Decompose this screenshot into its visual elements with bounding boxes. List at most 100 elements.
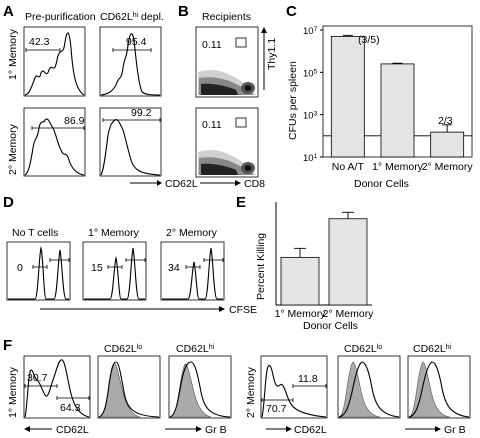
- panel-f-value-4a: 11.8: [298, 373, 318, 385]
- chart-c-bar: [380, 63, 415, 158]
- panel-a-row1-label: 1° Memory: [7, 28, 19, 80]
- chart-c-category-label: No A/T: [332, 161, 365, 173]
- panel-f-arrowhead-2: [196, 426, 202, 432]
- panel-f-trace-5: [338, 361, 400, 418]
- panel-f-arrowhead-3: [286, 426, 292, 432]
- panel-a-row2-label: 2° Memory: [7, 123, 19, 175]
- panel-f-trace-1: [24, 359, 90, 418]
- panel-letter-e: E: [236, 194, 246, 211]
- chart-e-category-label: 1° Memory: [275, 308, 327, 320]
- panel-d-trace-2: [84, 247, 145, 300]
- chart-c-ytick-label: 103: [303, 110, 318, 122]
- panel-a-hist-depl-2: [99, 107, 162, 177]
- panel-d-gates-1: [32, 258, 70, 269]
- chart-c-category-label: 1° Memory: [372, 161, 424, 173]
- panel-a-gate-3: [31, 126, 85, 130]
- panel-f-arrowhead-1: [24, 426, 30, 432]
- panel-f-value-1b: 64.3: [60, 402, 81, 414]
- panel-d-title-3: 2° Memory: [166, 227, 218, 239]
- panel-a-value-1: 42.3: [29, 36, 50, 48]
- chart-c-category-label: 2° Memory: [422, 161, 474, 173]
- panel-f-trace-3: [169, 361, 231, 418]
- chart-c-bar: [430, 131, 465, 158]
- panel-letter-f: F: [3, 337, 12, 354]
- panel-f-trace-2: [98, 361, 160, 418]
- panel-a-arrowhead: [157, 180, 162, 186]
- panel-b-dots-1: [198, 70, 256, 95]
- panel-f-gate-1a: [24, 384, 58, 388]
- panel-f-title-1: CD62Llo: [104, 343, 142, 355]
- panel-a-xlabel: CD62L: [165, 178, 198, 190]
- panel-d-value-1: 0: [17, 262, 23, 274]
- panel-a-hist-pre-2: [23, 107, 86, 177]
- panel-a-trace-2: [100, 33, 161, 96]
- panel-d-trace-1: [8, 245, 69, 300]
- panel-a-gate-4: [102, 118, 161, 122]
- panel-f-value-1a: 30.7: [27, 372, 48, 384]
- panel-a-trace-1: [24, 32, 85, 96]
- panel-b-value-2: 0.11: [202, 119, 222, 131]
- panel-d-title-1: No T cells: [12, 227, 58, 239]
- panel-c-annotation-2: 2/3: [438, 115, 453, 127]
- panel-a-trace-3: [24, 118, 85, 176]
- panel-b-gate-1: [235, 37, 247, 48]
- panel-a-trace-4: [100, 119, 161, 176]
- panel-f-xlabel-1: CD62L: [56, 424, 89, 436]
- panel-a-col1-title: Pre-purification: [25, 11, 96, 23]
- chart-e-category-label: 2° Memory: [323, 308, 375, 320]
- panel-d-gates-3: [185, 258, 224, 269]
- panel-b-arrowhead-y: [261, 27, 267, 33]
- panel-f-gate-4a: [261, 398, 294, 402]
- panel-a-hist-depl-1: [99, 26, 162, 97]
- panel-f-xlabel-2: Gr B: [205, 424, 227, 436]
- panel-c-xlabel: Donor Cells: [354, 178, 409, 190]
- panel-f-gate-1b: [56, 396, 90, 400]
- panel-d-title-2: 1° Memory: [88, 227, 140, 239]
- panel-b-ylabel: Thy1.1: [266, 38, 278, 70]
- chart-c-ytick-label: 107: [303, 26, 318, 38]
- panel-f-xlabel-4: Gr B: [444, 424, 466, 436]
- panel-f-xlabel-3: CD62L: [294, 424, 327, 436]
- panel-d-arrowhead: [219, 306, 225, 312]
- chart-e-bar: [328, 218, 368, 306]
- panel-f-trace-6: [408, 361, 470, 418]
- chart-c-ytick-label: 101: [303, 153, 318, 165]
- panel-letter-b: B: [178, 3, 189, 20]
- panel-b-title: Recipients: [202, 11, 251, 23]
- panel-d-value-3: 34: [168, 262, 180, 274]
- panel-c-annotation-1: (3/5): [358, 34, 380, 46]
- panel-a-hist-pre-1: [23, 26, 86, 97]
- panel-b-value-1: 0.11: [202, 39, 222, 51]
- panel-f-title-2: CD62Lhi: [176, 343, 215, 355]
- panel-a-value-2: 95.4: [126, 36, 147, 48]
- panel-f-title-4: CD62Lhi: [413, 343, 452, 355]
- panel-a-value-3: 86.9: [64, 115, 85, 127]
- panel-f-value-4b: 70.7: [266, 403, 287, 415]
- panel-b-arrowhead-x: [235, 180, 241, 186]
- panel-e-ylabel: Percent Killing: [255, 233, 267, 300]
- panel-b-gate-2: [235, 117, 247, 128]
- panel-f-row1-label: 1° Memory: [7, 366, 19, 418]
- panel-letter-c: C: [286, 3, 297, 20]
- panel-d-gates-2: [107, 258, 146, 269]
- panel-b-xlabel: CD8: [244, 178, 265, 190]
- chart-c-bar: [330, 35, 365, 158]
- panel-f-gate-4b: [292, 384, 327, 388]
- panel-a-gate-2: [112, 48, 152, 52]
- panel-c-ylabel: CFUs per spleen: [287, 61, 299, 140]
- panel-e-xlabel: Donor Cells: [303, 320, 358, 332]
- panel-letter-d: D: [3, 194, 14, 211]
- chart-e-bar: [280, 256, 320, 306]
- panel-letter-a: A: [3, 3, 14, 20]
- panel-d-trace-3: [162, 247, 223, 300]
- panel-a-gate-1: [25, 48, 61, 52]
- panel-b-dots-2: [198, 150, 256, 175]
- panel-f-arrowhead-4: [435, 426, 441, 432]
- panel-a-col2-title: CD62Lhi depl.: [100, 11, 164, 23]
- panel-a-value-4: 99.2: [131, 107, 152, 119]
- panel-f-row2-label: 2° Memory: [245, 366, 257, 418]
- panel-d-xlabel: CFSE: [229, 304, 257, 316]
